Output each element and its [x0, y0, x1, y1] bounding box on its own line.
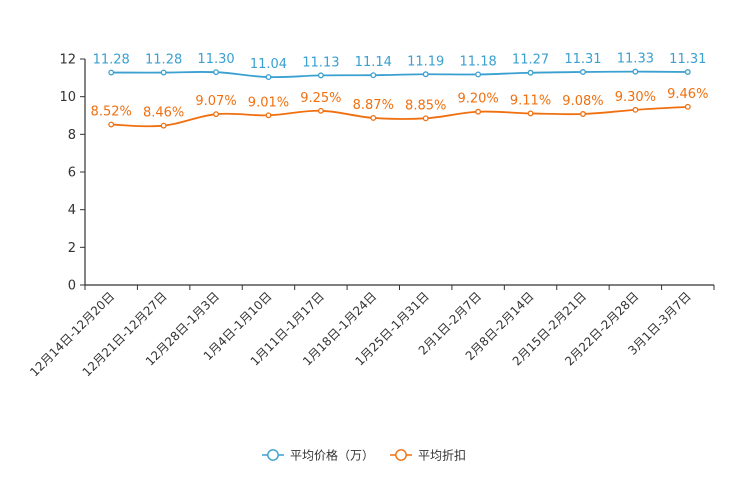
data-label: 11.30 [197, 52, 234, 67]
data-label: 11.28 [145, 53, 182, 68]
data-point[interactable] [265, 74, 272, 81]
data-point[interactable] [213, 111, 219, 118]
data-point[interactable] [422, 115, 429, 122]
data-point[interactable] [527, 69, 534, 76]
x-tick-label: 12月14日-12月20日 [27, 289, 117, 379]
y-tick-label: 2 [68, 241, 76, 256]
data-label: 9.46% [667, 87, 708, 102]
data-point[interactable] [160, 69, 167, 76]
data-label: 11.27 [512, 53, 549, 68]
data-label: 9.11% [510, 93, 551, 108]
data-label: 8.52% [91, 105, 132, 120]
data-point[interactable] [632, 106, 639, 113]
data-point[interactable] [108, 121, 115, 128]
data-point[interactable] [475, 108, 482, 115]
data-label: 8.87% [353, 98, 394, 113]
data-label: 11.33 [617, 52, 654, 67]
legend[interactable]: 平均价格（万） 平均折扣 [262, 448, 466, 463]
data-point[interactable] [422, 71, 429, 78]
data-point[interactable] [580, 69, 586, 75]
data-point[interactable] [160, 122, 167, 129]
data-label: 9.25% [300, 91, 341, 106]
data-label: 9.20% [457, 92, 498, 107]
y-tick-label: 0 [68, 279, 76, 294]
series-line [111, 70, 688, 79]
series-line [111, 105, 688, 128]
data-point[interactable] [317, 72, 324, 79]
data-point[interactable] [317, 107, 324, 114]
y-tick-label: 10 [59, 90, 76, 105]
data-label: 11.04 [250, 57, 287, 72]
data-point[interactable] [213, 69, 219, 76]
series-average-discount: 8.52% 8.46% 9.07% 9.01% 9.25% 8.87% 8.85% 9.20%… [91, 87, 708, 129]
data-label: 9.07% [195, 94, 236, 109]
legend-label: 平均折扣 [418, 448, 466, 463]
data-label: 9.30% [615, 90, 656, 105]
data-label: 11.19 [407, 54, 444, 69]
data-point[interactable] [527, 110, 534, 117]
data-label: 11.28 [93, 53, 130, 68]
data-point[interactable] [632, 68, 639, 75]
data-point[interactable] [265, 112, 272, 119]
data-point[interactable] [108, 69, 115, 76]
data-point[interactable] [370, 114, 377, 121]
y-tick-label: 6 [68, 166, 76, 181]
legend-item-average-discount[interactable]: 平均折扣 [390, 448, 466, 463]
data-point[interactable] [580, 111, 586, 117]
y-tick-label: 4 [68, 203, 76, 218]
data-label: 8.46% [143, 106, 184, 121]
series-average-price: 11.28 11.28 11.30 11.04 11.13 11.14 11.19 11.18… [93, 52, 706, 81]
data-label: 9.08% [562, 94, 603, 109]
data-label: 8.85% [405, 98, 446, 113]
legend-marker-icon [267, 449, 279, 461]
data-point[interactable] [684, 103, 691, 110]
legend-marker-icon [395, 449, 407, 461]
data-label: 11.13 [302, 55, 339, 70]
data-label: 9.01% [248, 95, 289, 110]
data-point[interactable] [684, 69, 691, 75]
data-label: 11.14 [355, 55, 392, 70]
data-label: 11.31 [564, 52, 601, 67]
y-tick-label: 12 [59, 53, 76, 68]
series-group: 11.28 11.28 11.30 11.04 11.13 11.14 11.19 11.18… [91, 52, 708, 129]
data-label: 11.18 [460, 54, 497, 69]
data-point[interactable] [370, 72, 377, 79]
data-label: 11.31 [669, 52, 706, 67]
legend-label: 平均价格（万） [290, 448, 374, 463]
legend-item-average-price[interactable]: 平均价格（万） [262, 448, 374, 463]
data-point[interactable] [475, 71, 482, 78]
y-tick-label: 8 [68, 128, 76, 143]
